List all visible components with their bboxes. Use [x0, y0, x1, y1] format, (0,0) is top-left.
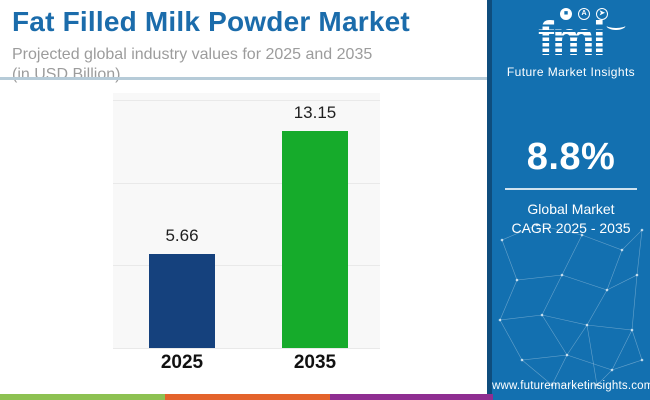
logo-wordmark: Future Market Insights	[506, 65, 636, 79]
map-icon: ■	[560, 7, 572, 20]
header-divider	[0, 77, 487, 80]
stat-divider	[505, 188, 637, 190]
footer-color-stripe	[0, 394, 493, 400]
x-axis-label-2035: 2035	[293, 352, 337, 373]
logo-icons-row: ■ A ➤	[492, 6, 650, 21]
logo-stripes-decoration	[492, 21, 650, 63]
website-link[interactable]: www.futuremarketinsights.com	[492, 380, 650, 392]
bar-value-label-2035: 13.15	[293, 103, 337, 122]
header: Fat Filled Milk Powder Market Projected …	[12, 6, 482, 85]
cagr-value: 8.8%	[526, 136, 616, 178]
stripe-segment-green	[0, 394, 165, 400]
plot-area: 5.66 13.15	[113, 100, 380, 349]
globe-plane-icon: ➤	[596, 7, 608, 20]
gridline	[113, 100, 380, 101]
sidebar-edge-accent	[487, 0, 492, 400]
bar-2025	[149, 254, 215, 348]
fmi-logo: ■ A ➤ fmi Future Market Insights	[492, 6, 650, 79]
baseline-gridline	[113, 348, 380, 349]
subtitle-line-1: Projected global industry values for 202…	[12, 46, 373, 63]
bar-group-2035: 13.15	[282, 100, 348, 348]
subtitle-line-2: (in USD Billion)	[12, 66, 121, 83]
network-pattern-decoration	[498, 223, 644, 387]
gridline	[113, 265, 380, 267]
bar-group-2025: 5.66	[149, 100, 215, 348]
page-title: Fat Filled Milk Powder Market	[12, 6, 410, 37]
compass-icon: A	[578, 7, 590, 20]
bar-value-label-2025: 5.66	[165, 226, 199, 245]
x-axis-label-2025: 2025	[160, 352, 204, 373]
sidebar: ■ A ➤ fmi Future Market Insights 8.8% Gl…	[492, 0, 650, 400]
cagr-stat-block: 8.8% Global Market CAGR 2025 - 2035	[492, 136, 650, 238]
stat-caption-line-2: CAGR 2025 - 2035	[511, 220, 631, 236]
stat-caption: Global Market CAGR 2025 - 2035	[492, 200, 650, 238]
stripe-segment-orange	[165, 394, 330, 400]
stat-caption-line-1: Global Market	[527, 201, 615, 217]
gridline	[113, 182, 380, 184]
x-axis: 2025 2035	[113, 352, 380, 378]
stripe-segment-purple	[330, 394, 493, 400]
bar-2035	[282, 131, 348, 348]
bar-chart: 5.66 13.15 2025 2035	[113, 93, 380, 373]
